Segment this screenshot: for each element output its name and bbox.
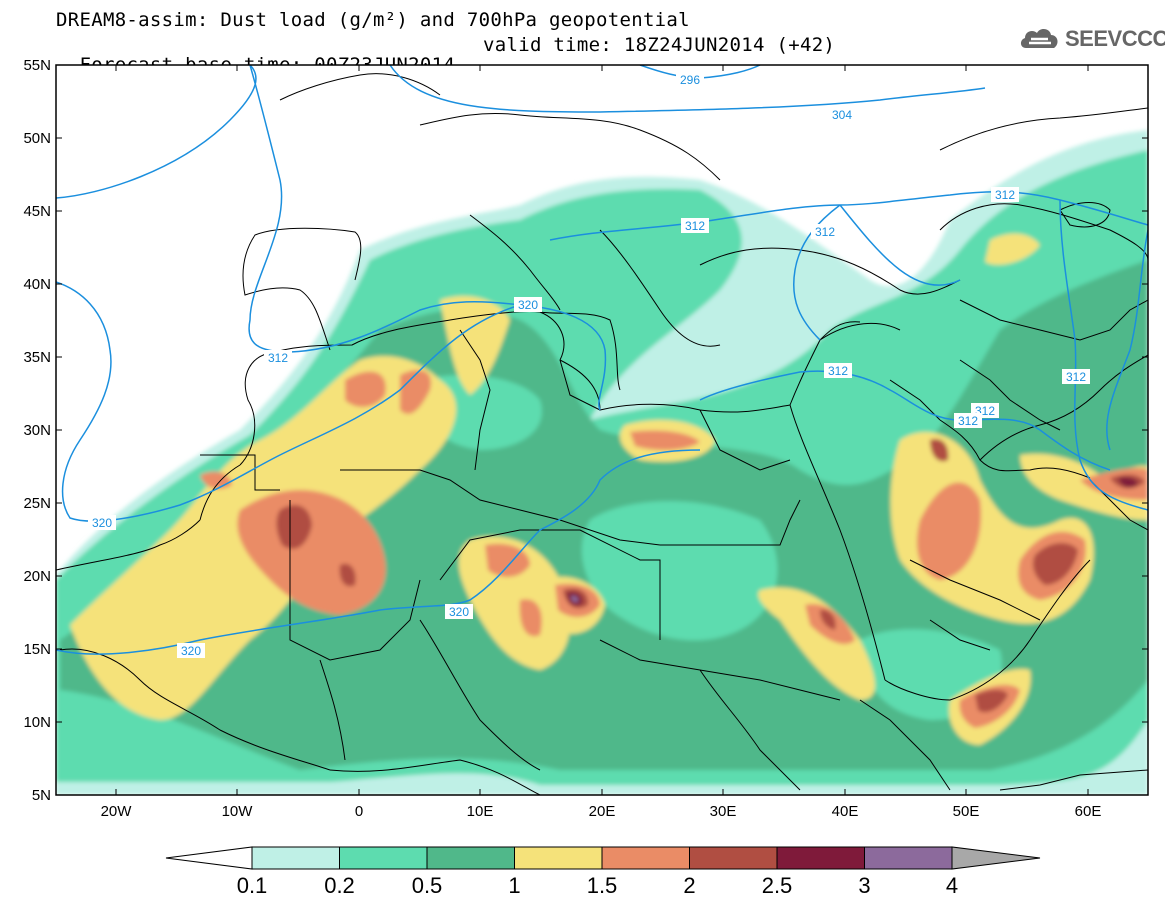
lon-label: 40E <box>832 803 859 820</box>
valid-time: valid time: 18Z24JUN2014 (+42) <box>483 34 836 56</box>
colorbar: 0.1 0.2 0.5 1 1.5 2 2.5 3 4 <box>165 846 1041 898</box>
lat-label: 55N <box>23 57 51 74</box>
colorbar-level-label: 2 <box>683 873 695 898</box>
geopotential-label-bg <box>681 218 709 233</box>
geopotential-label: 320 <box>449 605 469 619</box>
lat-label: 5N <box>32 787 51 804</box>
lon-label: 20W <box>101 803 133 820</box>
lat-label: 45N <box>23 203 51 220</box>
geopotential-label-bg <box>811 224 839 239</box>
lat-label: 35N <box>23 349 51 366</box>
colorbar-swatch <box>776 846 865 870</box>
geopotential-label: 312 <box>1066 370 1086 384</box>
lon-label: 0 <box>355 803 363 820</box>
cloud-logo-icon <box>1020 29 1058 48</box>
geopotential-label-bg <box>828 107 856 122</box>
geopotential-label-bg <box>1062 369 1090 384</box>
logo-text: SEEVCCC <box>1065 26 1165 51</box>
geopotential-label-bg <box>991 187 1019 202</box>
geopotential-label: 312 <box>268 351 288 365</box>
geopotential-label: 312 <box>958 414 978 428</box>
seevccc-logo: SEEVCCC <box>1018 22 1165 56</box>
colorbar-max-triangle <box>951 846 1041 870</box>
colorbar-swatch <box>251 846 340 870</box>
geopotential-label: 312 <box>828 364 848 378</box>
geopotential-label: 304 <box>832 108 852 122</box>
dust-contour-2 <box>276 505 312 549</box>
geopotential-label: 320 <box>92 516 112 530</box>
lat-label: 30N <box>23 422 51 439</box>
lon-label: 10W <box>222 803 254 820</box>
geopotential-labels: 2963043123123123123123123123123203203203… <box>88 72 1090 658</box>
map-axes: 55N 50N 45N 40N 35N 30N 25N 20N 15N 10N 5N 20W 10W 0 1… <box>23 57 1148 820</box>
geopotential-label: 296 <box>680 73 700 87</box>
geopotential-label: 320 <box>518 298 538 312</box>
chart-title: DREAM8-assim: Dust load (g/m²) and 700hP… <box>56 9 690 31</box>
colorbar-level-label: 4 <box>946 873 958 898</box>
lon-label: 60E <box>1075 803 1102 820</box>
lon-label: 20E <box>589 803 616 820</box>
lat-label: 40N <box>23 276 51 293</box>
lon-label: 10E <box>467 803 494 820</box>
geopotential-label: 312 <box>995 188 1015 202</box>
lon-label: 50E <box>953 803 980 820</box>
colorbar-swatch <box>514 846 603 870</box>
lat-label: 10N <box>23 714 51 731</box>
colorbar-level-label: 3 <box>858 873 870 898</box>
lat-label: 15N <box>23 641 51 658</box>
colorbar-level-label: 0.2 <box>324 873 355 898</box>
colorbar-swatch <box>601 846 690 870</box>
geopotential-label-bg <box>177 643 205 658</box>
dust-field <box>56 65 1148 795</box>
colorbar-level-label: 2.5 <box>762 873 793 898</box>
colorbar-swatch <box>689 846 778 870</box>
geopotential-label-bg <box>824 363 852 378</box>
geopotential-contours <box>56 65 1148 655</box>
colorbar-swatch <box>426 846 515 870</box>
lat-label: 50N <box>23 130 51 147</box>
colorbar-swatch <box>339 846 428 870</box>
lat-label: 20N <box>23 568 51 585</box>
colorbar-level-label: 0.1 <box>237 873 268 898</box>
geopotential-label-bg <box>954 413 982 428</box>
geopotential-label-bg <box>514 297 542 312</box>
colorbar-swatch <box>864 846 953 870</box>
geopotential-label: 312 <box>685 219 705 233</box>
geopotential-label-bg <box>88 515 116 530</box>
lon-label: 30E <box>710 803 737 820</box>
geopotential-label: 320 <box>181 644 201 658</box>
colorbar-min-triangle <box>165 846 253 870</box>
geopotential-label-bg <box>445 604 473 619</box>
lat-label: 25N <box>23 495 51 512</box>
coastlines <box>56 73 1148 795</box>
geopotential-label-bg <box>264 350 292 365</box>
colorbar-level-label: 0.5 <box>412 873 443 898</box>
geopotential-label-bg <box>676 72 704 87</box>
colorbar-level-label: 1 <box>508 873 520 898</box>
colorbar-level-label: 1.5 <box>587 873 618 898</box>
geopotential-label: 312 <box>815 225 835 239</box>
